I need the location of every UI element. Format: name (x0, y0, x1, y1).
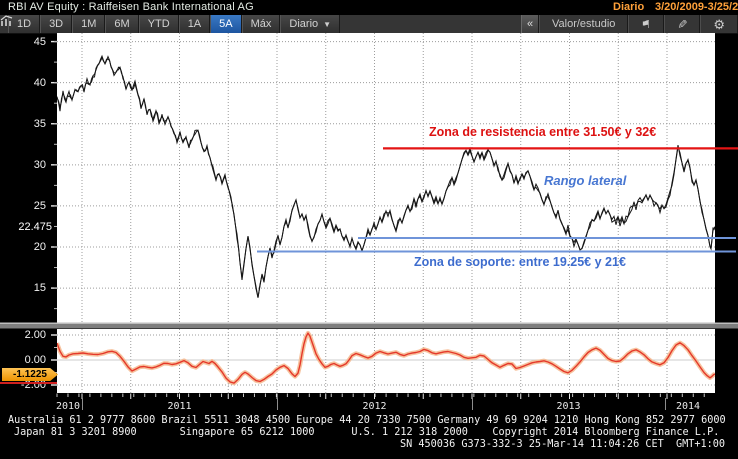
chevron-down-icon: ▼ (323, 19, 332, 29)
range-button-YTD[interactable]: YTD (138, 15, 179, 33)
valor-estudio-label: Valor/estudio (552, 18, 616, 30)
y-axis-label: 35 (33, 117, 46, 130)
oscillator-line (57, 332, 715, 384)
year-separator (82, 398, 83, 410)
y-axis-label: 15 (33, 282, 46, 295)
chart-study-icon (0, 15, 13, 26)
range-annotation-label[interactable]: Rango lateral (544, 173, 627, 188)
security-title: RBI AV Equity : Raiffeisen Bank Internat… (8, 1, 254, 13)
year-label-2012: 2012 (362, 401, 387, 412)
range-button-1M[interactable]: 1M (72, 15, 106, 33)
last-price-label: 22.475 (18, 220, 52, 233)
footer-serial-line: SN 450036 G373-332-3 25-Mar-14 11:04:26 … (400, 439, 726, 450)
y-axis-label: 25 (33, 199, 46, 212)
edit-note-button[interactable]: ✎ (664, 15, 701, 33)
footer-copyright-line: Japan 81 3 3201 8900 Singapore 65 6212 1… (14, 427, 720, 438)
support-annotation-label[interactable]: Zona de soporte: entre 19.25€ y 21€ (414, 255, 626, 269)
interval-dropdown-label: Diario (289, 18, 319, 30)
title-bar: RBI AV Equity : Raiffeisen Bank Internat… (0, 0, 738, 15)
year-separator (472, 398, 473, 410)
oscillator-axis-label: 2.00 (24, 329, 46, 341)
panel-separator[interactable] (0, 322, 738, 325)
y-axis-label: 20 (33, 241, 46, 253)
range-button-3D[interactable]: 3D (40, 15, 73, 33)
chart-toolbar: 1D 3D 1M 6M YTD 1A 5A Máx Diario ▼ « Valor/estu… (0, 15, 738, 34)
year-label-2010: 2010 (56, 401, 81, 412)
range-button-5A[interactable]: 5A (210, 15, 242, 33)
range-button-group: 1D 3D 1M 6M YTD 1A 5A Máx (8, 15, 281, 33)
date-range-label: 3/20/2009-3/25/2014 (655, 1, 738, 13)
y-axis-label: 30 (33, 158, 46, 171)
settings-gear-icon: ⚙ (713, 16, 725, 32)
year-separator (277, 398, 278, 410)
year-label-2014: 2014 (676, 401, 701, 412)
annotation-flag-button[interactable]: ⚑ (628, 15, 665, 33)
range-button-1D[interactable]: 1D (8, 15, 41, 33)
price-series-path (57, 56, 715, 298)
year-separator (665, 398, 666, 410)
year-label-2011: 2011 (167, 401, 192, 412)
period-label: Diario (613, 1, 645, 13)
range-button-6M[interactable]: 6M (105, 15, 139, 33)
footer-phones-line: Australia 61 2 9777 8600 Brazil 5511 304… (8, 415, 726, 426)
year-label-2013: 2013 (556, 401, 581, 412)
range-button-Máx[interactable]: Máx (241, 15, 281, 33)
valor-estudio-button[interactable]: Valor/estudio (0, 15, 629, 33)
oscillator-color-swatch (0, 382, 57, 384)
oscillator-axis-label: 0.00 (24, 354, 46, 366)
oscillator-last-value-tag: -1.1225 (2, 368, 58, 381)
collapse-panel-button[interactable]: « (521, 15, 540, 33)
y-axis-label: 45 (33, 35, 46, 48)
y-axis-label: 40 (33, 76, 46, 89)
range-button-1A[interactable]: 1A (178, 15, 211, 33)
resistance-annotation-label[interactable]: Zona de resistencia entre 31.50€ y 32€ (429, 125, 657, 139)
interval-dropdown[interactable]: Diario ▼ (280, 15, 341, 33)
